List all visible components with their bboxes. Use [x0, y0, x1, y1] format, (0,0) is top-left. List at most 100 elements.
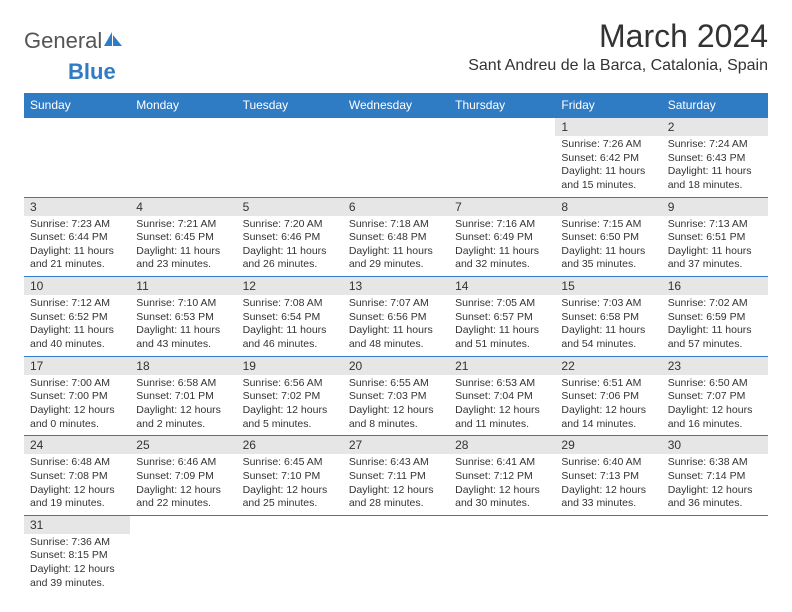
- sunset-text: Sunset: 7:04 PM: [455, 390, 549, 404]
- brand-logo: General: [24, 28, 126, 54]
- daylight-text: Daylight: 11 hours and 32 minutes.: [455, 245, 549, 272]
- sunrise-text: Sunrise: 7:26 AM: [561, 138, 655, 152]
- calendar-cell: 23Sunrise: 6:50 AMSunset: 7:07 PMDayligh…: [662, 356, 768, 436]
- calendar-cell: 15Sunrise: 7:03 AMSunset: 6:58 PMDayligh…: [555, 277, 661, 357]
- calendar-cell: 3Sunrise: 7:23 AMSunset: 6:44 PMDaylight…: [24, 197, 130, 277]
- sunrise-text: Sunrise: 6:51 AM: [561, 377, 655, 391]
- day-number: 31: [24, 516, 130, 534]
- calendar-cell: 24Sunrise: 6:48 AMSunset: 7:08 PMDayligh…: [24, 436, 130, 516]
- weekday-header: Tuesday: [237, 93, 343, 118]
- calendar-cell: [662, 515, 768, 594]
- day-number: 3: [24, 198, 130, 216]
- sunrise-text: Sunrise: 6:41 AM: [455, 456, 549, 470]
- sunrise-text: Sunrise: 7:24 AM: [668, 138, 762, 152]
- sunset-text: Sunset: 6:42 PM: [561, 152, 655, 166]
- daylight-text: Daylight: 11 hours and 43 minutes.: [136, 324, 230, 351]
- sunrise-text: Sunrise: 7:36 AM: [30, 536, 124, 550]
- calendar-cell: 16Sunrise: 7:02 AMSunset: 6:59 PMDayligh…: [662, 277, 768, 357]
- calendar-cell: 10Sunrise: 7:12 AMSunset: 6:52 PMDayligh…: [24, 277, 130, 357]
- daylight-text: Daylight: 11 hours and 26 minutes.: [243, 245, 337, 272]
- sunset-text: Sunset: 6:48 PM: [349, 231, 443, 245]
- calendar-row: 17Sunrise: 7:00 AMSunset: 7:00 PMDayligh…: [24, 356, 768, 436]
- day-data: Sunrise: 6:56 AMSunset: 7:02 PMDaylight:…: [237, 375, 343, 436]
- calendar-cell: [237, 515, 343, 594]
- sunset-text: Sunset: 6:46 PM: [243, 231, 337, 245]
- sunset-text: Sunset: 6:44 PM: [30, 231, 124, 245]
- daylight-text: Daylight: 12 hours and 8 minutes.: [349, 404, 443, 431]
- daylight-text: Daylight: 12 hours and 30 minutes.: [455, 484, 549, 511]
- sunrise-text: Sunrise: 7:13 AM: [668, 218, 762, 232]
- calendar-cell: 2Sunrise: 7:24 AMSunset: 6:43 PMDaylight…: [662, 118, 768, 198]
- day-number: 1: [555, 118, 661, 136]
- day-number: 2: [662, 118, 768, 136]
- day-number: 13: [343, 277, 449, 295]
- calendar-cell: 27Sunrise: 6:43 AMSunset: 7:11 PMDayligh…: [343, 436, 449, 516]
- daylight-text: Daylight: 11 hours and 40 minutes.: [30, 324, 124, 351]
- calendar-cell: 20Sunrise: 6:55 AMSunset: 7:03 PMDayligh…: [343, 356, 449, 436]
- daylight-text: Daylight: 12 hours and 11 minutes.: [455, 404, 549, 431]
- calendar-cell: 21Sunrise: 6:53 AMSunset: 7:04 PMDayligh…: [449, 356, 555, 436]
- daylight-text: Daylight: 12 hours and 19 minutes.: [30, 484, 124, 511]
- day-number: 20: [343, 357, 449, 375]
- sunset-text: Sunset: 8:15 PM: [30, 549, 124, 563]
- day-data: Sunrise: 7:02 AMSunset: 6:59 PMDaylight:…: [662, 295, 768, 356]
- calendar-cell: 26Sunrise: 6:45 AMSunset: 7:10 PMDayligh…: [237, 436, 343, 516]
- day-data: Sunrise: 6:46 AMSunset: 7:09 PMDaylight:…: [130, 454, 236, 515]
- daylight-text: Daylight: 12 hours and 39 minutes.: [30, 563, 124, 590]
- day-data: Sunrise: 7:12 AMSunset: 6:52 PMDaylight:…: [24, 295, 130, 356]
- sunrise-text: Sunrise: 6:46 AM: [136, 456, 230, 470]
- day-number: 10: [24, 277, 130, 295]
- calendar-cell: 14Sunrise: 7:05 AMSunset: 6:57 PMDayligh…: [449, 277, 555, 357]
- day-data: Sunrise: 7:26 AMSunset: 6:42 PMDaylight:…: [555, 136, 661, 197]
- calendar-cell: 30Sunrise: 6:38 AMSunset: 7:14 PMDayligh…: [662, 436, 768, 516]
- day-data: Sunrise: 7:15 AMSunset: 6:50 PMDaylight:…: [555, 216, 661, 277]
- calendar-cell: 6Sunrise: 7:18 AMSunset: 6:48 PMDaylight…: [343, 197, 449, 277]
- day-data: Sunrise: 7:23 AMSunset: 6:44 PMDaylight:…: [24, 216, 130, 277]
- sunset-text: Sunset: 6:49 PM: [455, 231, 549, 245]
- weekday-header: Thursday: [449, 93, 555, 118]
- daylight-text: Daylight: 12 hours and 14 minutes.: [561, 404, 655, 431]
- sunrise-text: Sunrise: 7:15 AM: [561, 218, 655, 232]
- calendar-cell: 29Sunrise: 6:40 AMSunset: 7:13 PMDayligh…: [555, 436, 661, 516]
- sunrise-text: Sunrise: 6:55 AM: [349, 377, 443, 391]
- calendar-row: 10Sunrise: 7:12 AMSunset: 6:52 PMDayligh…: [24, 277, 768, 357]
- daylight-text: Daylight: 11 hours and 46 minutes.: [243, 324, 337, 351]
- sunset-text: Sunset: 7:11 PM: [349, 470, 443, 484]
- day-number: 28: [449, 436, 555, 454]
- day-number: 12: [237, 277, 343, 295]
- day-data: Sunrise: 7:08 AMSunset: 6:54 PMDaylight:…: [237, 295, 343, 356]
- day-number: 6: [343, 198, 449, 216]
- day-number: 7: [449, 198, 555, 216]
- day-data: Sunrise: 6:50 AMSunset: 7:07 PMDaylight:…: [662, 375, 768, 436]
- weekday-header: Monday: [130, 93, 236, 118]
- sunrise-text: Sunrise: 6:40 AM: [561, 456, 655, 470]
- sunset-text: Sunset: 6:58 PM: [561, 311, 655, 325]
- sunset-text: Sunset: 6:59 PM: [668, 311, 762, 325]
- daylight-text: Daylight: 12 hours and 2 minutes.: [136, 404, 230, 431]
- day-number: 9: [662, 198, 768, 216]
- sunset-text: Sunset: 7:10 PM: [243, 470, 337, 484]
- day-data: Sunrise: 7:05 AMSunset: 6:57 PMDaylight:…: [449, 295, 555, 356]
- calendar-cell: 25Sunrise: 6:46 AMSunset: 7:09 PMDayligh…: [130, 436, 236, 516]
- weekday-header-row: SundayMondayTuesdayWednesdayThursdayFrid…: [24, 93, 768, 118]
- day-data: Sunrise: 7:20 AMSunset: 6:46 PMDaylight:…: [237, 216, 343, 277]
- calendar-cell: 17Sunrise: 7:00 AMSunset: 7:00 PMDayligh…: [24, 356, 130, 436]
- weekday-header: Saturday: [662, 93, 768, 118]
- day-data: Sunrise: 7:16 AMSunset: 6:49 PMDaylight:…: [449, 216, 555, 277]
- sunrise-text: Sunrise: 6:43 AM: [349, 456, 443, 470]
- calendar-row: 31 Sunrise: 7:36 AMSunset: 8:15 PMDayligh…: [24, 515, 768, 594]
- calendar-cell: 7Sunrise: 7:16 AMSunset: 6:49 PMDaylight…: [449, 197, 555, 277]
- weekday-header: Sunday: [24, 93, 130, 118]
- calendar-cell: 22Sunrise: 6:51 AMSunset: 7:06 PMDayligh…: [555, 356, 661, 436]
- calendar-cell: 1Sunrise: 7:26 AMSunset: 6:42 PMDaylight…: [555, 118, 661, 198]
- day-number: 23: [662, 357, 768, 375]
- day-number: 14: [449, 277, 555, 295]
- day-data: Sunrise: 6:45 AMSunset: 7:10 PMDaylight:…: [237, 454, 343, 515]
- sunrise-text: Sunrise: 6:58 AM: [136, 377, 230, 391]
- day-number: 15: [555, 277, 661, 295]
- calendar-cell: 31 Sunrise: 7:36 AMSunset: 8:15 PMDayligh…: [24, 515, 130, 594]
- day-number: 26: [237, 436, 343, 454]
- sunset-text: Sunset: 6:54 PM: [243, 311, 337, 325]
- sunrise-text: Sunrise: 7:21 AM: [136, 218, 230, 232]
- sunrise-text: Sunrise: 7:23 AM: [30, 218, 124, 232]
